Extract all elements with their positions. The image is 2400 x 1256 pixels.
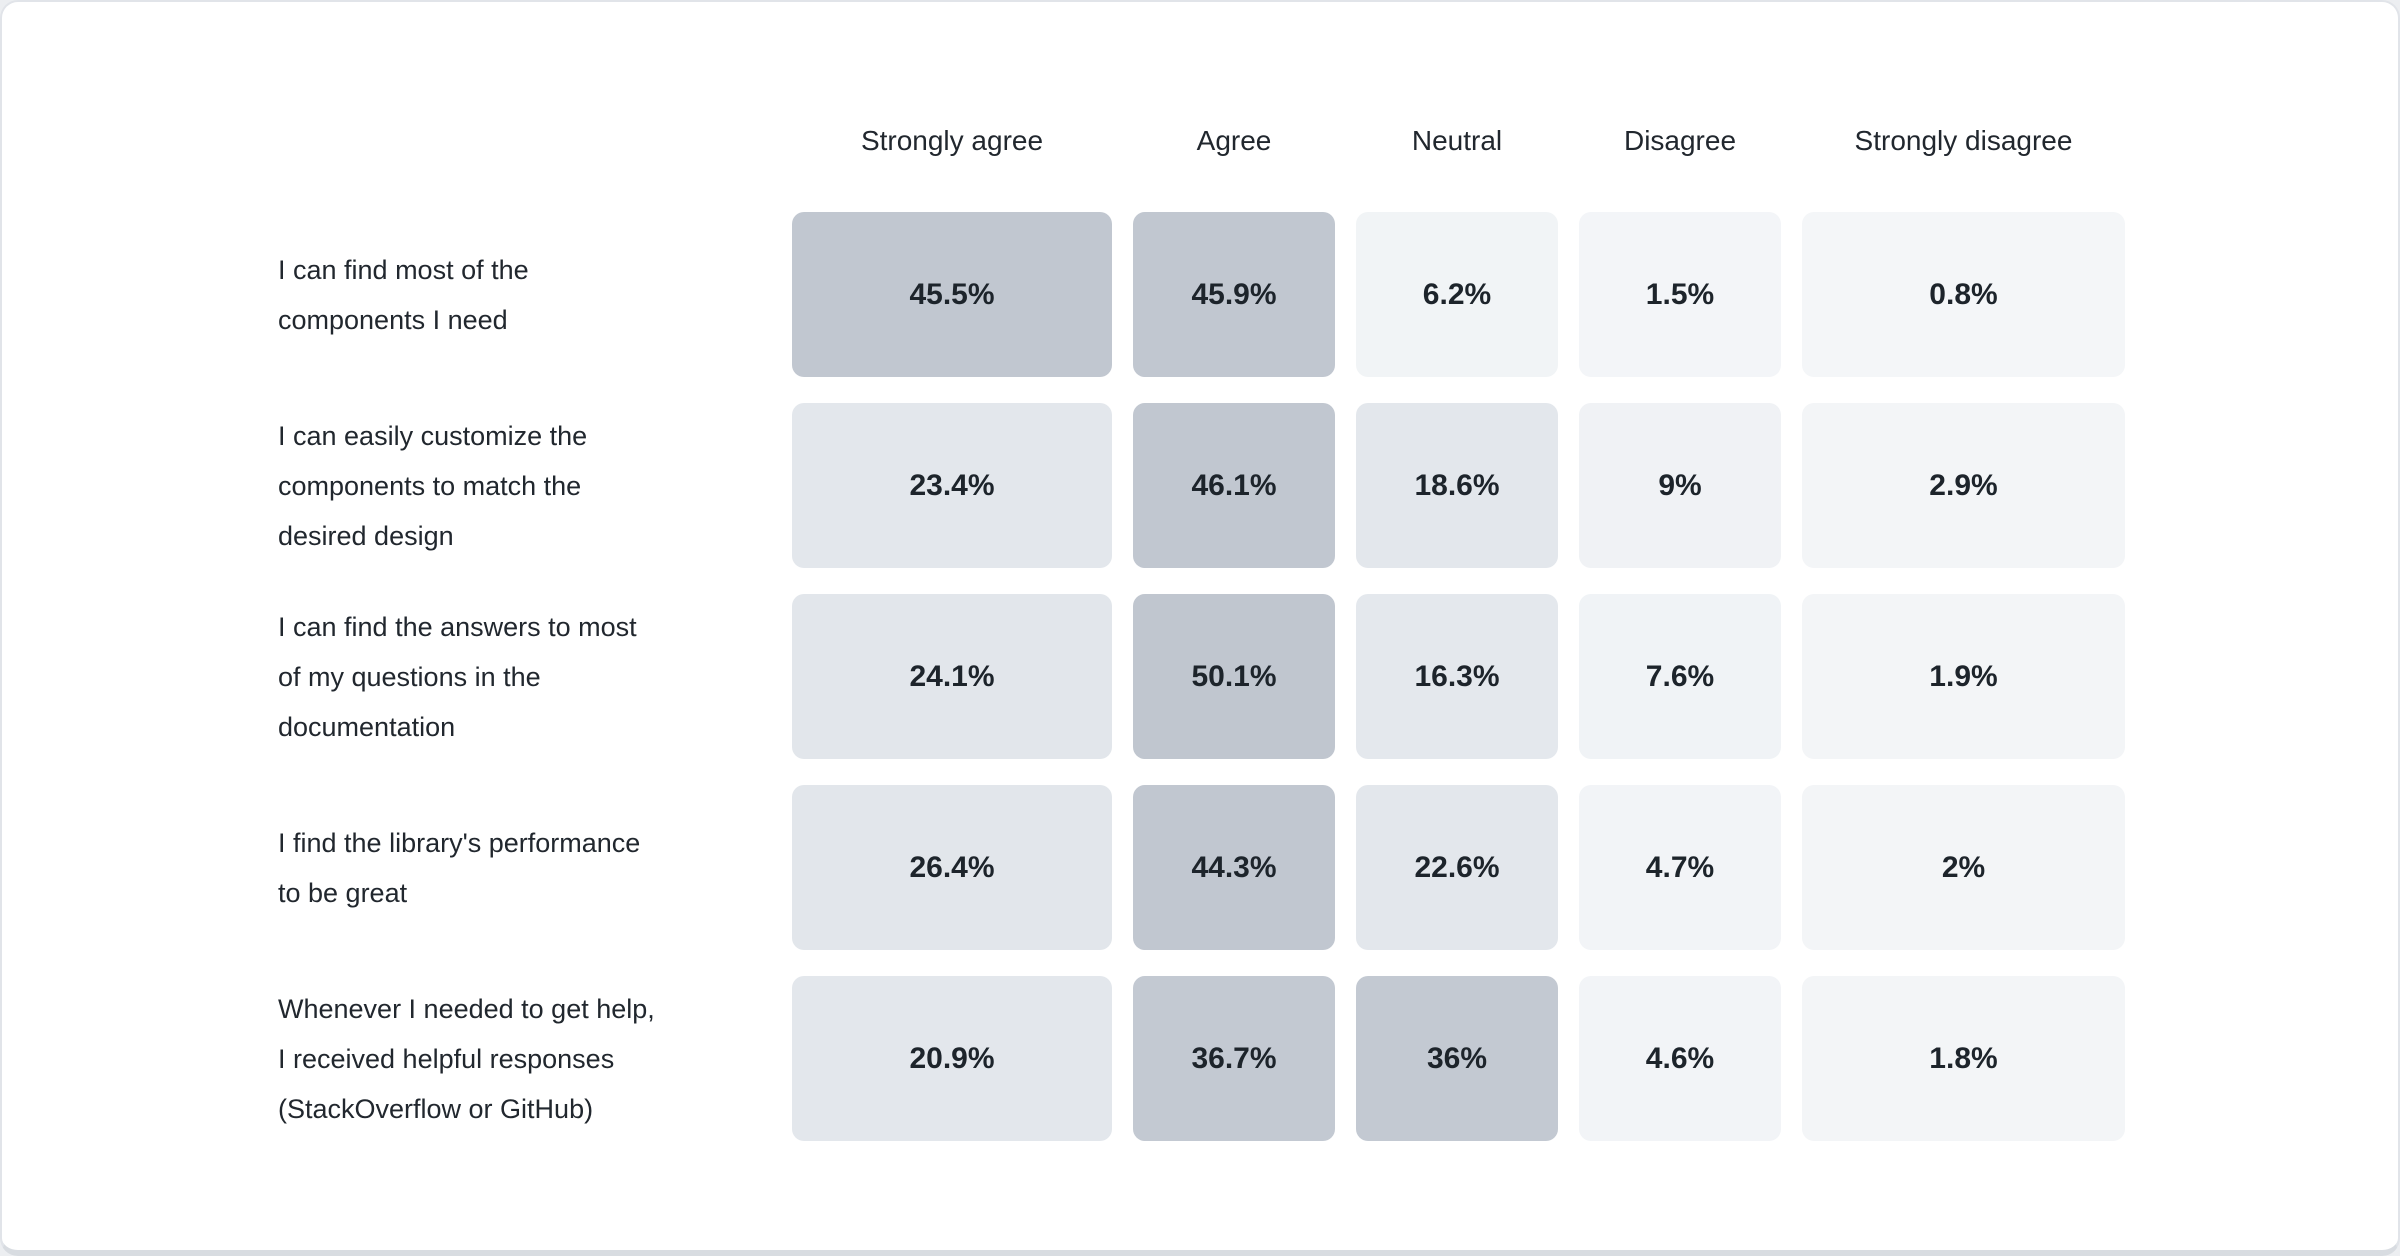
heatmap-cell: 50.1%: [1133, 594, 1335, 759]
heatmap-header-row: Strongly agree Agree Neutral Disagree St…: [278, 117, 2123, 165]
table-row: I find the library's performance to be g…: [278, 785, 2125, 950]
heatmap-cell: 18.6%: [1356, 403, 1558, 568]
row-label: I find the library's performance to be g…: [278, 827, 641, 908]
table-row: Whenever I needed to get help, I receive…: [278, 976, 2125, 1141]
table-row: I can find the answers to most of my que…: [278, 594, 2125, 759]
table-row: I can find most of the components I need…: [278, 212, 2125, 377]
heatmap-cell: 1.8%: [1802, 976, 2125, 1141]
heatmap-cell: 4.7%: [1579, 785, 1781, 950]
heatmap-cell: 16.3%: [1356, 594, 1558, 759]
heatmap-cell: 36%: [1356, 976, 1558, 1141]
row-label: I can easily customize the components to…: [278, 420, 588, 551]
heatmap-cell: 7.6%: [1579, 594, 1781, 759]
heatmap-cell: 20.9%: [792, 976, 1112, 1141]
row-label: I can find most of the components I need: [278, 254, 529, 335]
column-header-strongly-agree: Strongly agree: [860, 125, 1044, 156]
header-spacer: [278, 117, 771, 165]
heatmap-cell: 9%: [1579, 403, 1781, 568]
heatmap-cell: 6.2%: [1356, 212, 1558, 377]
heatmap-cell: 2%: [1802, 785, 2125, 950]
heatmap-cell: 26.4%: [792, 785, 1112, 950]
heatmap-cell: 4.6%: [1579, 976, 1781, 1141]
heatmap-cell: 23.4%: [792, 403, 1112, 568]
heatmap-cell: 46.1%: [1133, 403, 1335, 568]
heatmap-cell: 36.7%: [1133, 976, 1335, 1141]
survey-heatmap: Strongly agree Agree Neutral Disagree St…: [2, 2, 2398, 1141]
column-header-neutral: Neutral: [1411, 125, 1503, 156]
heatmap-cell: 0.8%: [1802, 212, 2125, 377]
heatmap-cell: 1.9%: [1802, 594, 2125, 759]
column-header-disagree: Disagree: [1623, 125, 1737, 156]
heatmap-cell: 45.9%: [1133, 212, 1335, 377]
heatmap-cell: 24.1%: [792, 594, 1112, 759]
heatmap-cell: 44.3%: [1133, 785, 1335, 950]
heatmap-cell: 45.5%: [792, 212, 1112, 377]
column-header-agree: Agree: [1196, 125, 1272, 156]
heatmap-cell: 1.5%: [1579, 212, 1781, 377]
column-header-strongly-disagree: Strongly disagree: [1854, 125, 2073, 156]
heatmap-cell: 2.9%: [1802, 403, 2125, 568]
heatmap-cell: 22.6%: [1356, 785, 1558, 950]
row-label: Whenever I needed to get help, I receive…: [278, 993, 655, 1124]
row-label: I can find the answers to most of my que…: [278, 611, 637, 742]
table-row: I can easily customize the components to…: [278, 403, 2125, 568]
